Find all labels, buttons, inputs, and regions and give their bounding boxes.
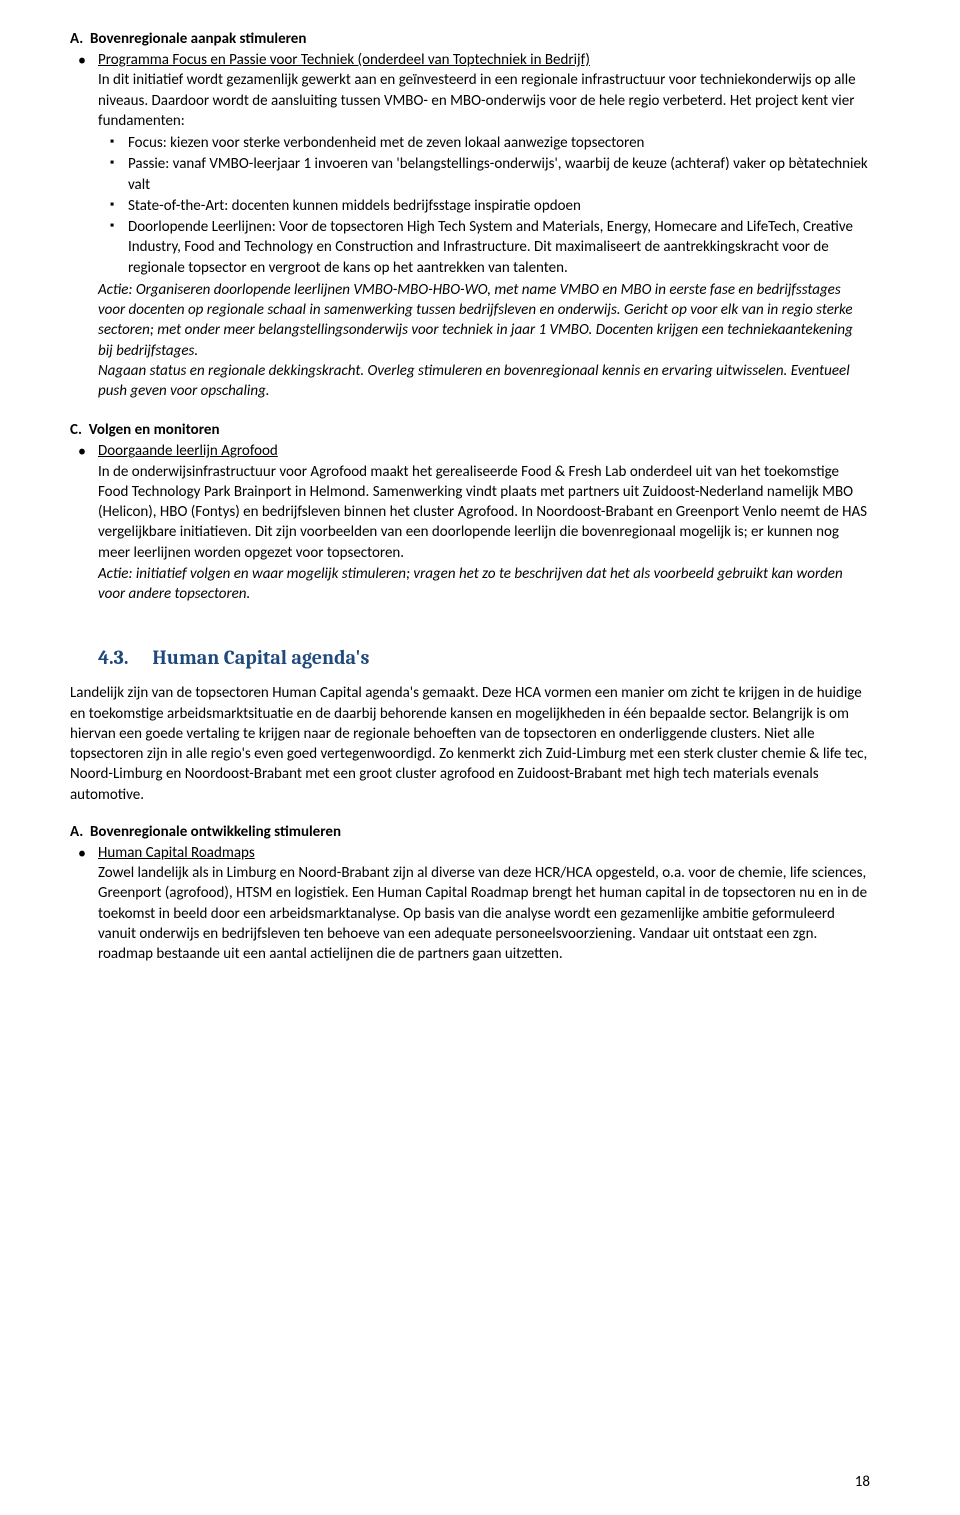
- section-4-3-para: Landelijk zijn van de topsectoren Human …: [70, 683, 870, 805]
- page-number: 18: [855, 1473, 870, 1491]
- section-a2-heading: A. Bovenregionale ontwikkeling stimulere…: [70, 823, 870, 841]
- section-a-sub1: Focus: kiezen voor sterke verbondenheid …: [98, 133, 870, 153]
- section-c-actie: Actie: initiatief volgen en waar mogelij…: [98, 564, 870, 605]
- heading-4-3-num: 4.3.: [98, 646, 128, 669]
- section-a2-list: Human Capital Roadmaps Zowel landelijk a…: [70, 843, 870, 965]
- section-a-item-title: Programma Focus en Passie voor Techniek …: [98, 51, 590, 69]
- section-a-sublist: Focus: kiezen voor sterke verbondenheid …: [98, 133, 870, 278]
- section-a2-item-para: Zowel landelijk als in Limburg en Noord-…: [98, 864, 867, 963]
- heading-4-3: 4.3. Human Capital agenda's: [98, 646, 870, 669]
- section-a-actie2: Nagaan status en regionale dekkingskrach…: [98, 361, 870, 402]
- section-c-list: Doorgaande leerlijn Agrofood In de onder…: [70, 441, 870, 604]
- section-a-sub4: Doorlopende Leerlijnen: Voor de topsecto…: [98, 217, 870, 278]
- section-a2-item-title: Human Capital Roadmaps: [98, 844, 255, 862]
- section-a-sub3: State-of-the-Art: docenten kunnen middel…: [98, 196, 870, 216]
- section-a-sub2: Passie: vanaf VMBO-leerjaar 1 invoeren v…: [98, 154, 870, 195]
- section-a-item-para: In dit initiatief wordt gezamenlijk gewe…: [98, 71, 856, 130]
- document-page: A. Bovenregionale aanpak stimuleren Prog…: [0, 0, 960, 1515]
- section-c-title: Volgen en monitoren: [89, 421, 220, 439]
- section-a-list: Programma Focus en Passie voor Techniek …: [70, 50, 870, 401]
- section-a-heading: A. Bovenregionale aanpak stimuleren: [70, 30, 870, 48]
- section-a2-prefix: A.: [70, 823, 83, 841]
- section-c-prefix: C.: [70, 421, 82, 439]
- section-a-prefix: A.: [70, 30, 83, 48]
- section-a-item: Programma Focus en Passie voor Techniek …: [70, 50, 870, 401]
- section-a2-item: Human Capital Roadmaps Zowel landelijk a…: [70, 843, 870, 965]
- section-a-actie1: Actie: Organiseren doorlopende leerlijne…: [98, 280, 870, 361]
- section-a2-title: Bovenregionale ontwikkeling stimuleren: [90, 823, 341, 841]
- section-a-title: Bovenregionale aanpak stimuleren: [90, 30, 306, 48]
- section-c-item-title: Doorgaande leerlijn Agrofood: [98, 442, 278, 460]
- section-c-item-para: In de onderwijsinfrastructuur voor Agrof…: [98, 463, 867, 562]
- heading-4-3-title: Human Capital agenda's: [152, 646, 369, 669]
- section-c-heading: C. Volgen en monitoren: [70, 421, 870, 439]
- section-c-item: Doorgaande leerlijn Agrofood In de onder…: [70, 441, 870, 604]
